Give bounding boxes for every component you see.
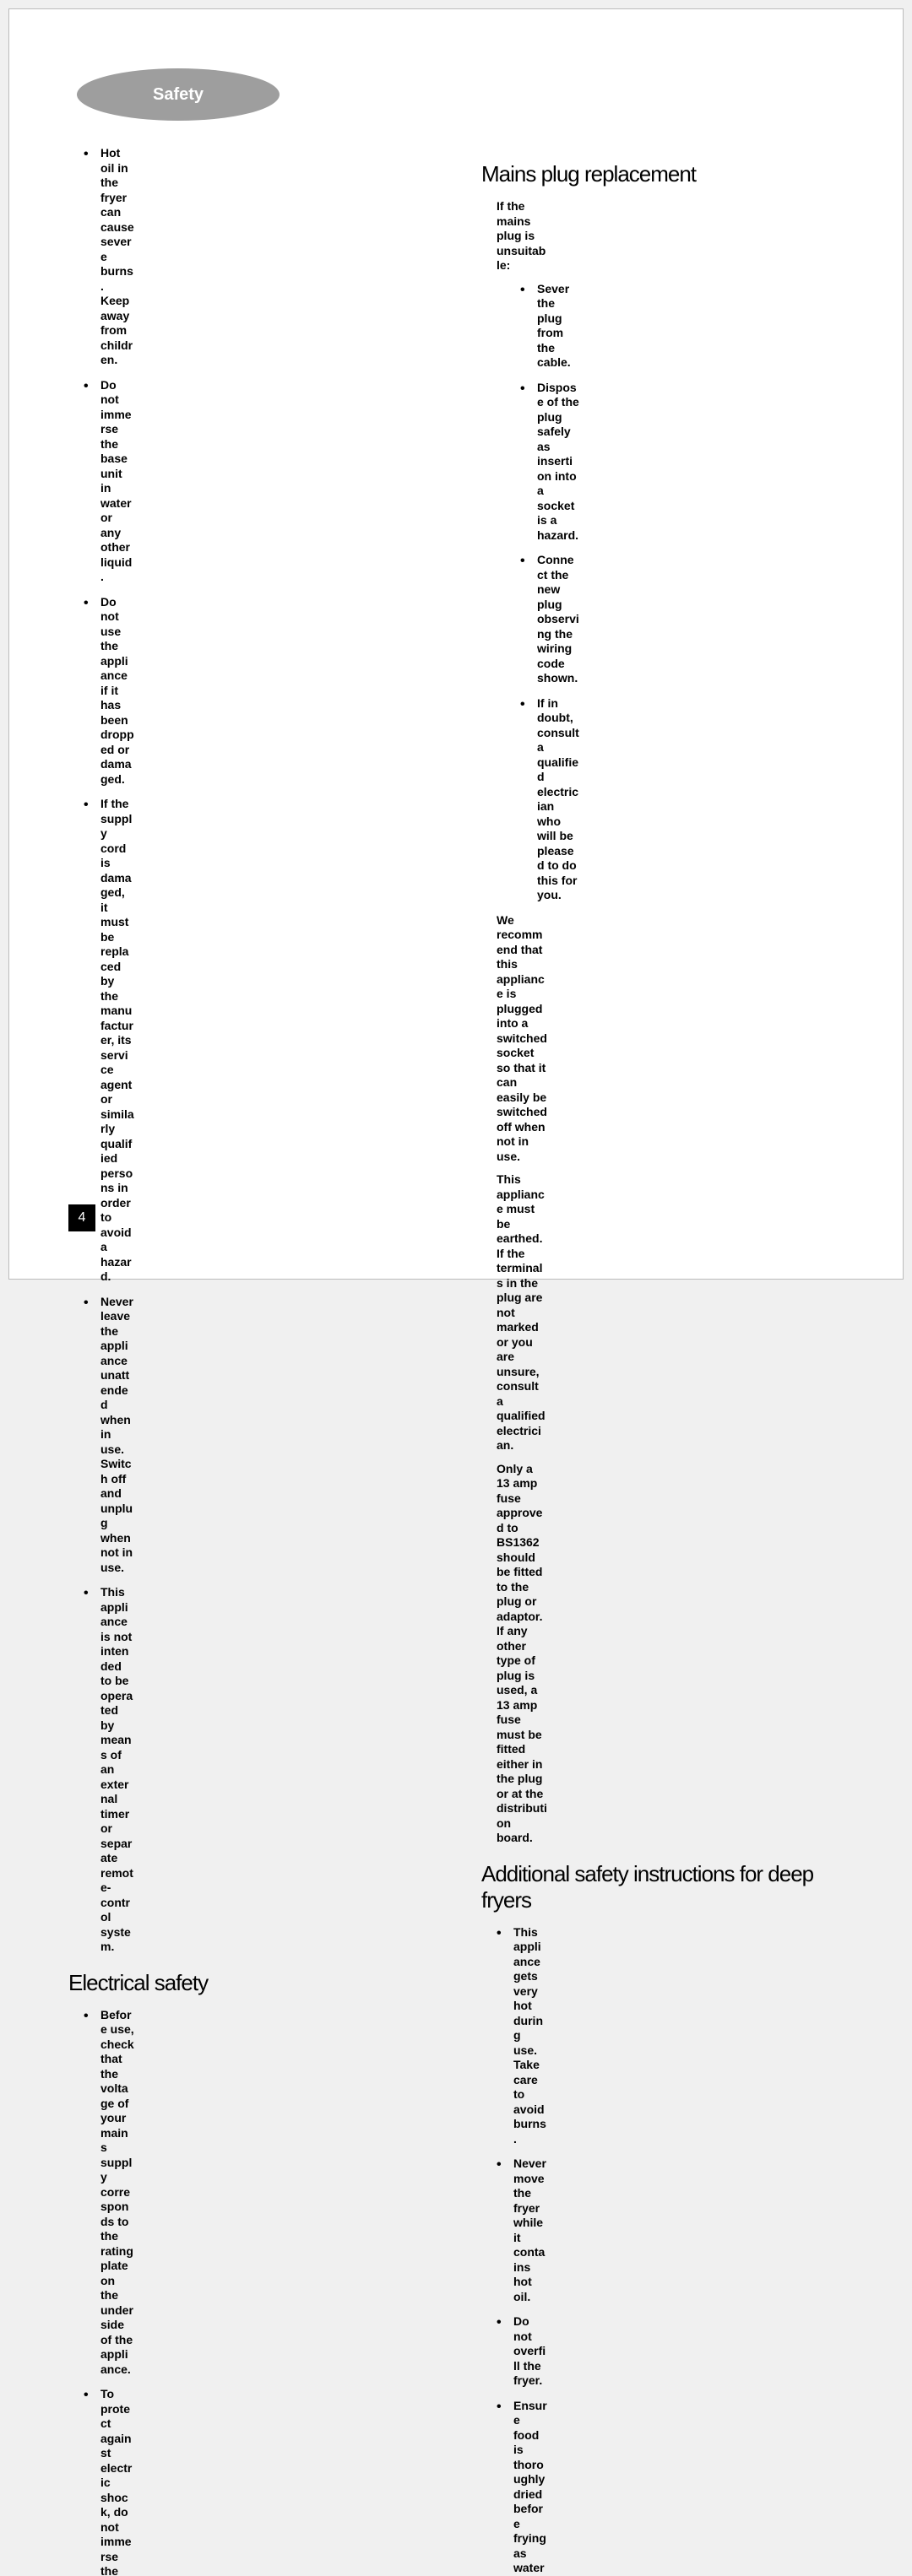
list-item: Sever the plug from the cable. (520, 282, 579, 371)
deep-fryer-safety-list: This appliance gets very hot during use.… (481, 1925, 844, 2576)
two-column-layout: Hot oil in the fryer can cause severe bu… (68, 146, 844, 2576)
safety-list: Hot oil in the fryer can cause severe bu… (68, 146, 431, 1955)
list-item: Before use, check that the voltage of yo… (84, 2008, 134, 2378)
list-item: This appliance gets very hot during use.… (497, 1925, 547, 2147)
page-number-value: 4 (79, 1210, 86, 1226)
section-badge: Safety (77, 68, 280, 121)
right-column: Mains plug replacement If the mains plug… (481, 146, 844, 2576)
paragraph: We recommend that this appliance is plug… (497, 913, 547, 1165)
electrical-safety-list: Before use, check that the voltage of yo… (68, 2008, 431, 2576)
list-item: Ensure food is thoroughly dried before f… (497, 2399, 547, 2576)
plug-replacement-list: Sever the plug from the cable. Dispose o… (481, 282, 844, 903)
list-item: Never leave the appliance unattended whe… (84, 1295, 134, 1576)
list-item: Connect the new plug observing the wirin… (520, 553, 579, 686)
paragraph: Only a 13 amp fuse approved to BS1362 sh… (497, 1462, 547, 1846)
list-item: This appliance is not intended to be ope… (84, 1585, 134, 1955)
heading-mains-plug: Mains plug replacement (481, 161, 844, 187)
heading-electrical-safety: Electrical safety (68, 1970, 431, 1996)
heading-additional-safety: Additional safety instructions for deep … (481, 1861, 844, 1913)
list-item: If in doubt, consult a qualified electri… (520, 696, 579, 903)
intro-text: If the mains plug is unsuitable: (497, 199, 547, 273)
list-item: Dispose of the plug safely as insertion … (520, 381, 579, 544)
page-number: 4 (68, 1204, 95, 1231)
paragraph: This appliance must be earthed. If the t… (497, 1172, 547, 1453)
list-item: Do not use the appliance if it has been … (84, 595, 134, 787)
list-item: Do not overfill the fryer. (497, 2314, 547, 2389)
document-page: Safety Hot oil in the fryer can cause se… (8, 8, 904, 1280)
list-item: To protect against electric shock, do no… (84, 2387, 134, 2576)
badge-label: Safety (153, 85, 204, 105)
left-column: Hot oil in the fryer can cause severe bu… (68, 146, 431, 2576)
list-item: Hot oil in the fryer can cause severe bu… (84, 146, 134, 368)
list-item: Do not immerse the base unit in water or… (84, 378, 134, 585)
list-item: Never move the fryer while it contains h… (497, 2157, 547, 2304)
